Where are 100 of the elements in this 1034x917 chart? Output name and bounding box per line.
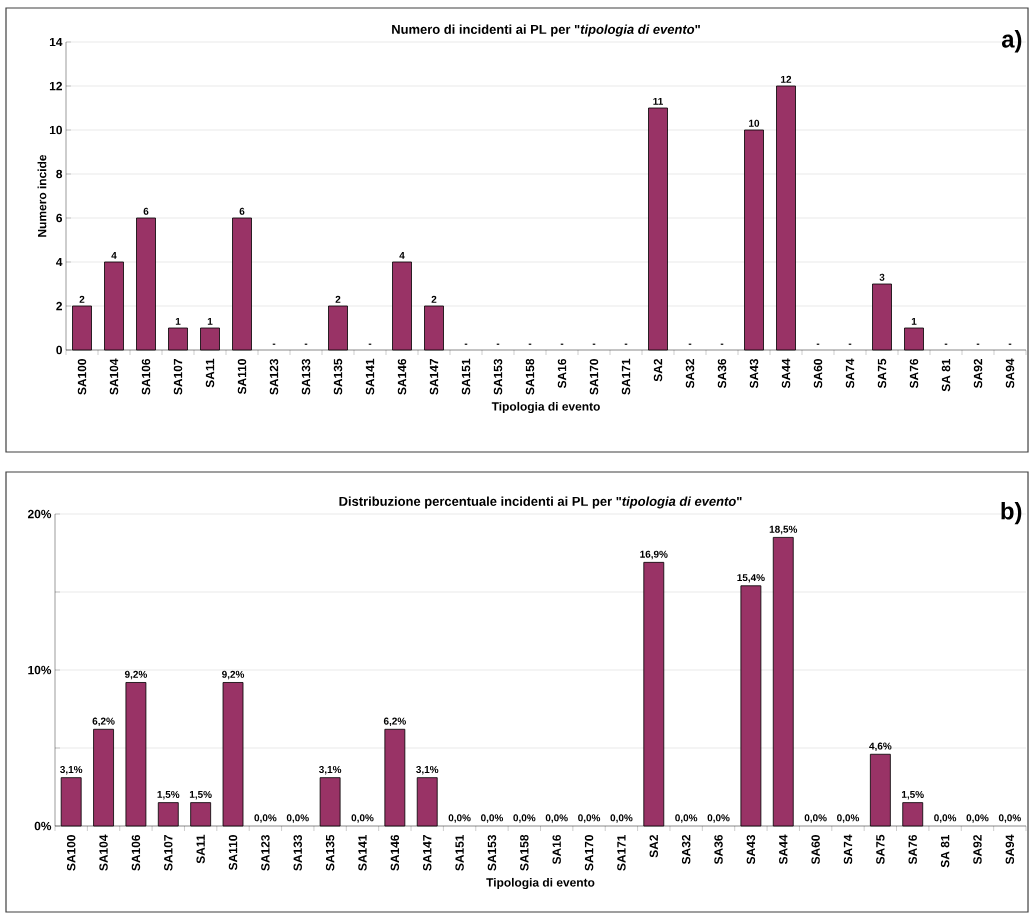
x-tick-label: SA44	[781, 358, 791, 389]
data-label: 12	[781, 75, 792, 83]
data-label: -	[976, 343, 980, 345]
data-label: 0,0%	[804, 814, 827, 823]
data-label: 9,2%	[124, 670, 147, 680]
data-label: 18,5%	[769, 525, 798, 535]
y-axis-title: Numero incide	[37, 154, 47, 237]
data-label: 3,1%	[60, 765, 83, 775]
x-tick-label: SA92	[973, 835, 982, 865]
x-tick-label: SA76	[908, 834, 917, 865]
data-label: 6	[239, 207, 245, 215]
y-tick-label: 10%	[28, 665, 52, 675]
data-label: 0,0%	[351, 814, 374, 823]
y-tick-label: 2	[56, 301, 62, 311]
x-tick-label: SA 81	[941, 358, 951, 392]
x-tick-label: SA171	[621, 358, 631, 395]
data-label: 1	[175, 317, 181, 325]
x-tick-label: SA133	[301, 358, 311, 395]
x-tick-label: SA146	[390, 834, 400, 871]
y-tick-label: 0	[56, 345, 62, 355]
data-label: 3,1%	[416, 765, 439, 775]
x-tick-label: SA94	[1005, 834, 1015, 865]
data-label: -	[720, 343, 724, 345]
x-tick-label: SA170	[589, 359, 599, 395]
data-label: 10	[749, 119, 760, 127]
data-label: -	[496, 343, 500, 345]
x-tick-label: SA170	[584, 835, 594, 871]
data-label: -	[368, 343, 372, 345]
x-tick-label: SA11	[196, 834, 205, 864]
data-label: 4	[111, 251, 117, 259]
x-tick-label: SA32	[685, 359, 695, 389]
x-tick-label: SA75	[877, 358, 887, 389]
x-tick-label: SA141	[365, 358, 375, 395]
data-label: 4,6%	[869, 742, 892, 752]
data-label: 0,0%	[513, 814, 536, 823]
x-tick-label: SA107	[164, 835, 173, 871]
x-tick-label: SA75	[876, 834, 885, 865]
y-tick-label: 0%	[34, 821, 52, 831]
x-tick-label: SA44	[779, 834, 788, 865]
x-tick-label: SA153	[493, 358, 503, 395]
data-label: 3	[879, 273, 885, 281]
x-tick-label: SA11	[205, 358, 215, 388]
data-label: 2	[431, 295, 437, 303]
x-tick-label: SA151	[455, 834, 464, 871]
data-label: 0,0%	[707, 814, 730, 823]
x-tick-label: SA147	[429, 359, 439, 395]
data-label: 0,0%	[545, 814, 568, 823]
x-tick-label: SA 81	[940, 834, 950, 868]
x-tick-label: SA141	[358, 834, 367, 871]
data-label: -	[944, 343, 948, 345]
data-label: 1	[207, 317, 213, 325]
data-label: 0,0%	[448, 814, 471, 823]
data-label: -	[1008, 343, 1012, 345]
x-tick-label: SA146	[397, 358, 407, 395]
data-label: -	[848, 343, 852, 345]
x-tick-label: SA2	[653, 359, 663, 382]
x-tick-label: SA74	[845, 358, 855, 389]
data-label: 11	[653, 97, 663, 105]
data-label: 0,0%	[966, 814, 989, 823]
chart-title: Distribuzione percentuale incidenti ai PL per "tipologia di evento"	[339, 496, 742, 509]
data-label: 9,2%	[222, 670, 245, 680]
x-tick-label: SA153	[487, 834, 497, 871]
data-label: 6,2%	[92, 717, 115, 727]
x-tick-label: SA43	[749, 358, 759, 389]
data-label: -	[272, 343, 276, 345]
data-label: 2	[79, 295, 85, 303]
x-tick-label: SA16	[552, 834, 561, 865]
x-tick-label: SA36	[714, 834, 723, 865]
data-label: 0,0%	[998, 814, 1021, 823]
data-label: 0,0%	[480, 814, 504, 823]
y-tick-label: 14	[49, 37, 63, 47]
x-tick-label: SA100	[66, 835, 76, 871]
x-tick-label: SA151	[461, 358, 471, 395]
data-label: 0,0%	[610, 814, 633, 823]
y-tick-label: 20%	[27, 509, 52, 519]
data-label: 2	[335, 295, 341, 303]
annotation: a)	[1001, 30, 1022, 53]
x-tick-label: SA16	[557, 358, 567, 389]
x-tick-label: SA106	[141, 358, 151, 395]
x-tick-label: SA123	[269, 358, 279, 395]
data-label: 1,5%	[902, 790, 924, 800]
data-label: -	[528, 343, 532, 345]
x-tick-label: SA158	[525, 358, 535, 395]
y-tick-label: 4	[56, 257, 63, 267]
x-tick-label: SA43	[746, 834, 756, 865]
x-tick-label: SA104	[99, 834, 108, 871]
x-tick-label: SA60	[811, 835, 820, 865]
data-label: -	[560, 343, 564, 345]
x-tick-label: SA110	[228, 835, 238, 871]
y-tick-label: 12	[49, 81, 62, 91]
x-tick-label: SA76	[909, 358, 919, 389]
x-tick-label: SA94	[1005, 358, 1015, 389]
x-tick-label: SA92	[973, 359, 983, 389]
data-label: 0,0%	[837, 814, 860, 823]
x-tick-label: SA123	[261, 834, 270, 871]
data-label: -	[688, 343, 692, 345]
data-label: 0,0%	[286, 814, 309, 823]
x-tick-label: SA110	[237, 359, 247, 395]
data-label: 1,5%	[157, 790, 180, 800]
data-label: 15,4%	[737, 574, 765, 583]
